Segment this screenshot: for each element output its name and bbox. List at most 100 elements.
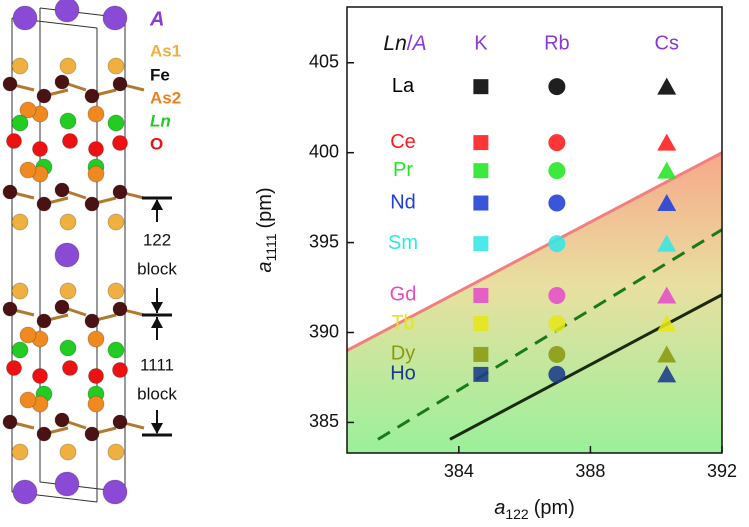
y-tick-label: 400 — [309, 141, 339, 161]
marker — [548, 235, 565, 252]
as-atom — [88, 396, 104, 412]
as-atom — [60, 214, 76, 230]
fe-atom — [85, 197, 99, 211]
fe-atom — [113, 77, 127, 91]
fe-atom — [113, 185, 127, 199]
block-annotations: 122 block 1111 block — [137, 198, 177, 435]
block-label: block — [137, 259, 177, 278]
marker — [473, 135, 488, 150]
ln-atom — [108, 342, 124, 358]
y-tick-label: 385 — [309, 411, 339, 431]
label-as1: As1 — [150, 41, 181, 60]
label-ln: Ln — [150, 111, 171, 130]
label-as2: As2 — [150, 88, 181, 107]
axis-unit: (pm) — [254, 187, 276, 228]
a-atom — [13, 6, 37, 30]
fe-atom — [3, 302, 17, 316]
as-atom — [88, 166, 104, 182]
o-atom — [33, 142, 48, 157]
x-tick-label: 392 — [707, 461, 737, 481]
axis-symbol: a — [494, 497, 505, 519]
y-tick-label: 390 — [309, 321, 339, 341]
x-axis-label: a122 (pm) — [494, 497, 575, 521]
axis-unit: (pm) — [534, 497, 575, 519]
y-tick-label: 395 — [309, 231, 339, 251]
fe-atom — [37, 427, 51, 441]
as-atom — [12, 444, 28, 460]
as-atom — [108, 283, 124, 299]
as-atom — [20, 392, 36, 408]
marker — [548, 134, 565, 151]
chart: 385 390 395 400 405 384 388 392 a122 (pm)a 1111 (pm… — [254, 7, 737, 522]
ln-atom — [60, 113, 76, 129]
fe-atom — [55, 413, 69, 427]
a-atom — [55, 243, 79, 267]
y-tick-label: 405 — [309, 52, 339, 72]
a-atom — [55, 0, 79, 22]
figure: A As1 Fe As2 Ln O 122 block 1111 block 3… — [0, 0, 749, 527]
fe-atom — [113, 302, 127, 316]
o-atom — [63, 134, 78, 149]
o-atom — [89, 369, 104, 384]
as-atom — [108, 444, 124, 460]
row-label: Ho — [390, 363, 416, 385]
column-label: Cs — [655, 32, 679, 54]
marker — [473, 236, 488, 251]
o-atom — [113, 363, 128, 378]
x-tick-label: 384 — [444, 461, 474, 481]
marker — [548, 195, 565, 212]
ln-atom — [108, 115, 124, 131]
as-atom — [108, 58, 124, 74]
a-atom — [55, 472, 79, 496]
block-label: 122 — [143, 230, 171, 249]
marker — [473, 347, 488, 362]
axis-subscript: 1111 — [263, 233, 279, 261]
column-label: K — [474, 32, 488, 54]
block-label: block — [137, 384, 177, 403]
a-atom — [103, 6, 127, 30]
as-atom — [12, 214, 28, 230]
marker — [657, 78, 676, 95]
row-label: Gd — [390, 284, 417, 306]
crystal-structure — [3, 0, 144, 504]
o-atom — [89, 142, 104, 157]
as-atom — [20, 327, 36, 343]
row-label: Nd — [390, 191, 416, 213]
x-tick-label: 388 — [575, 461, 605, 481]
a-atom — [103, 480, 127, 504]
marker — [473, 367, 488, 382]
label-o: O — [150, 134, 163, 153]
row-label: Tb — [391, 312, 414, 334]
fe-atom — [3, 185, 17, 199]
fe-atom — [3, 77, 17, 91]
o-atom — [33, 369, 48, 384]
fe-atom — [85, 89, 99, 103]
marker — [657, 162, 676, 179]
as-atom — [108, 214, 124, 230]
marker — [473, 316, 488, 331]
row-label: Sm — [388, 232, 418, 254]
row-label: Dy — [391, 343, 415, 365]
fe-atom — [113, 415, 127, 429]
marker — [548, 366, 565, 383]
fe-atom — [85, 314, 99, 328]
arrowhead — [151, 302, 163, 313]
as-atom — [60, 283, 76, 299]
axis-subscript: 122 — [505, 506, 529, 522]
marker — [473, 196, 488, 211]
as-atom — [20, 162, 36, 178]
corner-ln: Ln — [383, 32, 406, 55]
o-atom — [7, 134, 22, 149]
row-label: Ce — [390, 131, 416, 153]
o-atom — [7, 361, 22, 376]
marker — [657, 134, 676, 151]
marker — [548, 78, 565, 95]
as-atom — [88, 331, 104, 347]
as-atom — [88, 106, 104, 122]
fe-atom — [37, 197, 51, 211]
label-a: A — [149, 8, 164, 30]
as-atom — [60, 58, 76, 74]
o-atom — [113, 136, 128, 151]
block-label: 1111 — [140, 355, 174, 374]
marker — [548, 315, 565, 332]
